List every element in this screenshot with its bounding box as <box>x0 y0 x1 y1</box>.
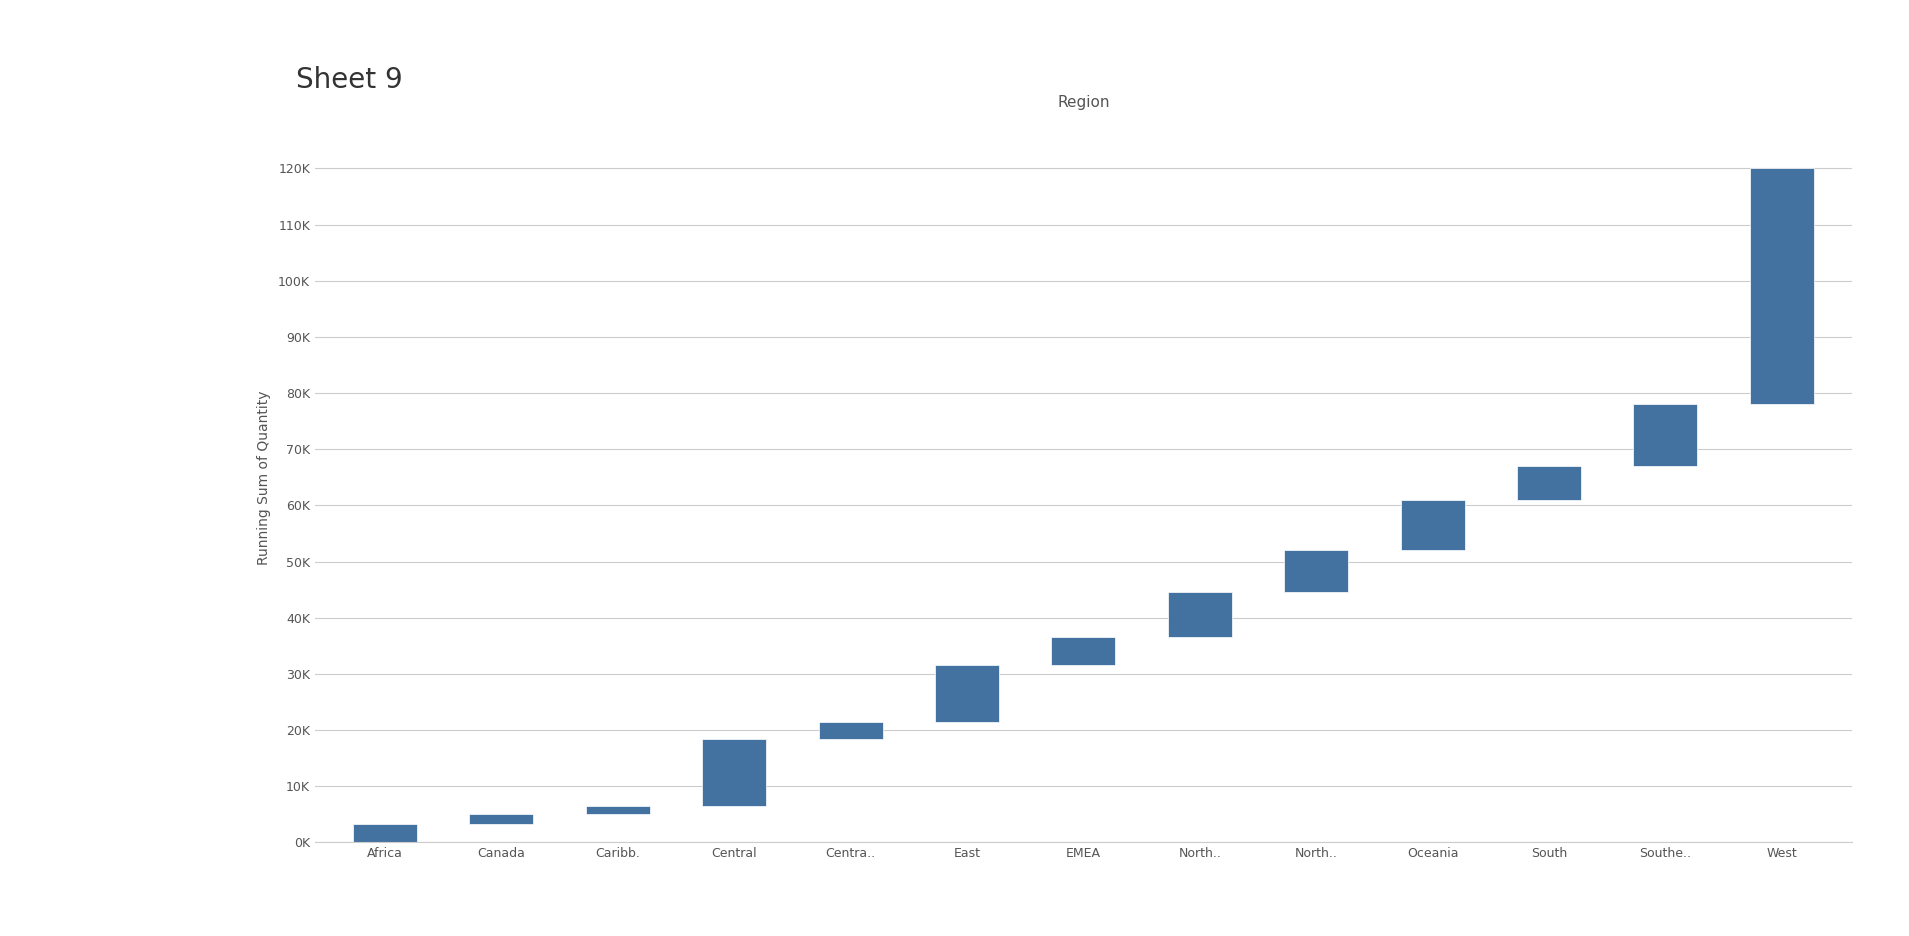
Bar <box>1401 500 1464 550</box>
Bar <box>470 814 533 825</box>
Bar <box>935 665 998 722</box>
Text: Sheet 9: Sheet 9 <box>296 66 403 94</box>
Y-axis label: Running Sum of Quantity: Running Sum of Quantity <box>258 390 271 564</box>
Bar <box>819 722 882 739</box>
Bar <box>1285 550 1348 592</box>
Bar <box>1751 168 1814 404</box>
Bar <box>703 739 766 806</box>
Title: Region: Region <box>1058 95 1109 110</box>
Bar <box>1634 404 1697 466</box>
Bar <box>586 806 649 814</box>
Bar <box>353 825 416 842</box>
Bar <box>1052 637 1115 665</box>
Bar <box>1518 466 1581 500</box>
Bar <box>1168 592 1231 637</box>
